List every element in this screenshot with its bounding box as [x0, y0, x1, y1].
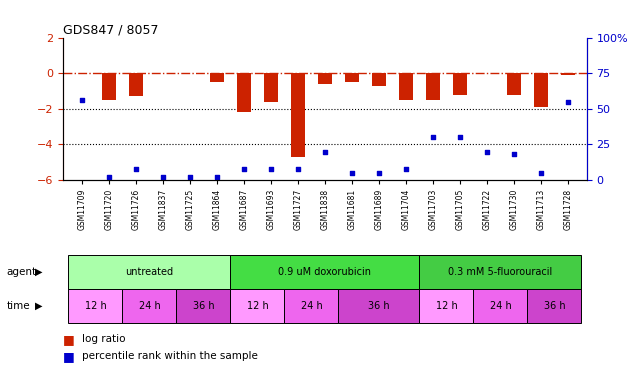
- Text: agent: agent: [6, 267, 37, 277]
- Point: [158, 174, 168, 180]
- Bar: [230, 255, 420, 289]
- Point: [131, 166, 141, 172]
- Bar: [345, 73, 360, 82]
- Point: [509, 152, 519, 157]
- Text: ▶: ▶: [35, 301, 42, 310]
- Text: ▶: ▶: [35, 267, 42, 277]
- Bar: [507, 73, 521, 94]
- Bar: [69, 255, 230, 289]
- Text: ■: ■: [63, 350, 75, 363]
- Bar: [209, 73, 225, 82]
- Text: 0.9 uM doxorubicin: 0.9 uM doxorubicin: [278, 267, 372, 277]
- Bar: [420, 289, 473, 322]
- Text: 36 h: 36 h: [368, 301, 390, 310]
- Point: [239, 166, 249, 172]
- Point: [455, 134, 465, 140]
- Bar: [534, 73, 548, 107]
- Bar: [528, 289, 581, 322]
- Text: time: time: [6, 301, 30, 310]
- Text: 36 h: 36 h: [192, 301, 215, 310]
- Text: log ratio: log ratio: [82, 334, 126, 344]
- Text: 24 h: 24 h: [490, 301, 511, 310]
- Text: 24 h: 24 h: [139, 301, 160, 310]
- Bar: [338, 289, 420, 322]
- Bar: [237, 73, 251, 112]
- Point: [293, 166, 303, 172]
- Point: [428, 134, 438, 140]
- Point: [482, 148, 492, 154]
- Text: ■: ■: [63, 333, 75, 346]
- Text: 36 h: 36 h: [544, 301, 565, 310]
- Point: [266, 166, 276, 172]
- Bar: [560, 73, 575, 75]
- Bar: [399, 73, 413, 100]
- Bar: [69, 289, 122, 322]
- Bar: [264, 73, 278, 102]
- Point: [401, 166, 411, 172]
- Point: [536, 170, 546, 176]
- Bar: [290, 73, 305, 157]
- Bar: [420, 255, 581, 289]
- Bar: [452, 73, 468, 94]
- Point: [320, 148, 330, 154]
- Bar: [372, 73, 386, 86]
- Bar: [122, 289, 177, 322]
- Point: [104, 174, 114, 180]
- Bar: [285, 289, 338, 322]
- Point: [77, 97, 87, 103]
- Text: 0.3 mM 5-fluorouracil: 0.3 mM 5-fluorouracil: [448, 267, 553, 277]
- Point: [347, 170, 357, 176]
- Bar: [129, 73, 143, 96]
- Text: untreated: untreated: [126, 267, 174, 277]
- Text: 12 h: 12 h: [247, 301, 268, 310]
- Text: GDS847 / 8057: GDS847 / 8057: [63, 23, 158, 36]
- Point: [374, 170, 384, 176]
- Bar: [102, 73, 116, 100]
- Point: [212, 174, 222, 180]
- Point: [185, 174, 195, 180]
- Bar: [230, 289, 285, 322]
- Bar: [177, 289, 230, 322]
- Bar: [317, 73, 333, 84]
- Text: 12 h: 12 h: [85, 301, 107, 310]
- Text: percentile rank within the sample: percentile rank within the sample: [82, 351, 258, 361]
- Text: 12 h: 12 h: [435, 301, 457, 310]
- Bar: [473, 289, 528, 322]
- Text: 24 h: 24 h: [300, 301, 322, 310]
- Bar: [425, 73, 440, 100]
- Point: [563, 99, 573, 105]
